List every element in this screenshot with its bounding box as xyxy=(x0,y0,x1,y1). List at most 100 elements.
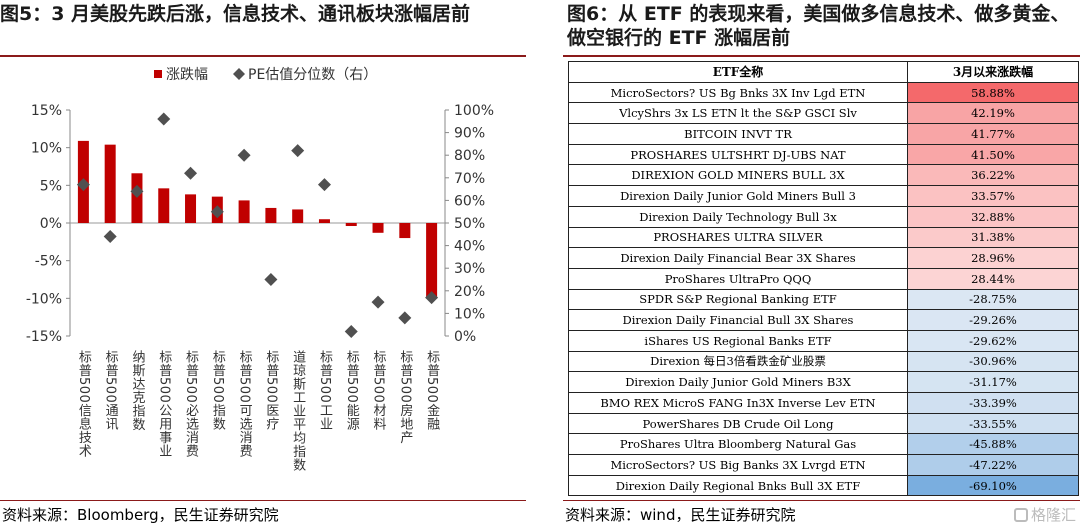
right-figure-title: 图6：从 ETF 的表现来看，美国做多信息技术、做多黄金、做空银行的 ETF 涨… xyxy=(567,3,1070,49)
etf-name-cell: PowerShares DB Crude Oil Long xyxy=(568,412,908,435)
table-row: MicroSectors? US Big Banks 3X Lvrgd ETN -… xyxy=(568,454,1079,476)
etf-name-cell: PROSHARES ULTSHRT DJ-UBS NAT xyxy=(568,143,908,166)
table-row: Direxion Daily Junior Gold Miners Bull 3… xyxy=(568,185,1079,207)
etf-change-cell: -31.17% xyxy=(907,371,1079,393)
table-row: VlcyShrs 3x LS ETN lt the S&P GSCI Slv 42… xyxy=(568,102,1079,125)
etf-name-cell: Direxion Daily Regional Bnks Bull 3X ETF xyxy=(568,474,908,497)
bar xyxy=(345,223,357,227)
left-tick-label: 10% xyxy=(31,141,62,157)
etf-name-cell: Direxion Daily Financial Bull 3X Shares xyxy=(568,309,908,331)
etf-change-cell: 58.88% xyxy=(907,81,1079,104)
right-tick-label: 60% xyxy=(454,193,485,209)
pe-marker xyxy=(210,205,224,219)
category-label: 纳斯达克指数 xyxy=(129,350,145,431)
category-label: 标普500材料 xyxy=(371,350,387,430)
etf-name-cell: ProShares Ultra Bloomberg Natural Gas xyxy=(568,433,908,456)
category-label: 标普500工业 xyxy=(317,350,333,430)
category-label: 标普500医疗 xyxy=(263,350,279,430)
right-tick-label: 50% xyxy=(454,216,485,232)
left-tick-label: -10% xyxy=(26,291,62,307)
table-row: SPDR S&P Regional Banking ETF -28.75% xyxy=(568,288,1079,311)
category-label: 标普500信息技术 xyxy=(76,350,92,457)
category-label: 标普500通讯 xyxy=(103,350,119,431)
category-label: 标普500房地产 xyxy=(397,350,413,445)
pe-marker xyxy=(317,178,331,192)
table-row: PROSHARES ULTSHRT DJ-UBS NAT 41.50% xyxy=(568,143,1079,166)
column-header-change: 3月以来涨跌幅 xyxy=(907,61,1079,83)
etf-name-cell: Direxion Daily Junior Gold Miners Bull 3 xyxy=(568,185,908,207)
right-tick-label: 80% xyxy=(454,148,485,164)
bar xyxy=(104,144,116,223)
etf-change-cell: -30.96% xyxy=(907,350,1079,373)
legend-bar-label: 涨跌幅 xyxy=(166,67,208,83)
etf-name-cell: PROSHARES ULTRA SILVER xyxy=(568,226,908,249)
bar xyxy=(426,223,438,297)
right-figure-panel: 图6：从 ETF 的表现来看，美国做多信息技术、做多黄金、做空银行的 ETF 涨… xyxy=(563,0,1080,529)
etf-change-cell: -33.55% xyxy=(907,412,1079,435)
watermark-text: 格隆汇 xyxy=(1030,506,1076,524)
etf-change-cell: 41.77% xyxy=(907,123,1079,145)
table-row: Direxion Daily Technology Bull 3x 32.88% xyxy=(568,205,1079,228)
table-row: ProShares UltraPro QQQ 28.44% xyxy=(568,267,1079,290)
category-label: 标普500必选消费 xyxy=(183,350,199,457)
category-label: 标普500可选消费 xyxy=(237,350,253,457)
column-header-etf-name: ETF全称 xyxy=(568,61,908,83)
category-label: 标普500能源 xyxy=(344,350,360,430)
etf-name-cell: ProShares UltraPro QQQ xyxy=(568,267,908,290)
table-row: Direxion Daily Regional Bnks Bull 3X ETF… xyxy=(568,474,1079,497)
legend-bar-swatch xyxy=(154,70,162,78)
etf-change-cell: 28.96% xyxy=(907,247,1079,269)
right-tick-label: 70% xyxy=(454,171,485,187)
right-source-note: 资料来源：wind，民生证券研究院 xyxy=(565,506,796,524)
etf-change-cell: 33.57% xyxy=(907,185,1079,207)
right-tick-label: 0% xyxy=(454,329,476,345)
etf-name-cell: BITCOIN INVT TR xyxy=(568,123,908,145)
watermark-logo-icon xyxy=(1013,507,1028,522)
pe-marker xyxy=(291,144,305,158)
legend-marker-label: PE估值分位数（右） xyxy=(248,67,377,83)
bar xyxy=(399,223,411,239)
etf-name-cell: MicroSectors? US Big Banks 3X Lvrgd ETN xyxy=(568,454,908,476)
pe-marker xyxy=(237,148,251,162)
right-tick-label: 100% xyxy=(454,103,494,119)
pe-marker xyxy=(184,166,198,180)
pe-marker xyxy=(103,230,117,244)
table-row: ProShares Ultra Bloomberg Natural Gas -45… xyxy=(568,433,1079,456)
etf-change-cell: -33.39% xyxy=(907,392,1079,414)
pe-marker xyxy=(371,295,385,309)
bar xyxy=(265,207,277,223)
table-row: DIREXION GOLD MINERS BULL 3X 36.22% xyxy=(568,164,1079,187)
watermark: 格隆汇 xyxy=(1013,504,1076,525)
bar xyxy=(318,219,330,223)
table-body: MicroSectors? US Bg Bnks 3X Inv Lgd ETN 5… xyxy=(568,81,1079,497)
table-row: BITCOIN INVT TR 41.77% xyxy=(568,123,1079,145)
left-tick-label: 5% xyxy=(40,178,62,194)
etf-name-cell: BMO REX MicroS FANG In3X Inverse Lev ETN xyxy=(568,392,908,414)
etf-name-cell: Direxion Daily Financial Bear 3X Shares xyxy=(568,247,908,269)
right-tick-label: 40% xyxy=(454,239,485,255)
table-row: Direxion Daily Financial Bear 3X Shares 2… xyxy=(568,247,1079,269)
left-tick-label: -15% xyxy=(26,329,62,345)
bar xyxy=(372,223,384,233)
etf-change-cell: 41.50% xyxy=(907,143,1079,166)
left-figure-title: 图5：3 月美股先跌后涨，信息技术、通讯板块涨幅居前 xyxy=(0,3,471,25)
etf-change-cell: 31.38% xyxy=(907,226,1079,249)
left-title-rule xyxy=(0,55,526,57)
etf-return-table: ETF全称 3月以来涨跌幅 MicroSectors? US Bg Bnks 3… xyxy=(568,61,1079,497)
bar xyxy=(185,194,197,223)
table-header-row: ETF全称 3月以来涨跌幅 xyxy=(568,61,1079,83)
table-row: BMO REX MicroS FANG In3X Inverse Lev ETN… xyxy=(568,392,1079,414)
pe-marker xyxy=(344,324,358,338)
bar xyxy=(238,200,250,223)
category-label: 道琼斯工业平均指数 xyxy=(290,350,306,472)
etf-name-cell: Direxion Daily Technology Bull 3x xyxy=(568,205,908,228)
etf-name-cell: iShares US Regional Banks ETF xyxy=(568,329,908,352)
etf-name-cell: Direxion 每日3倍看跌金矿业股票 xyxy=(568,350,908,373)
left-figure-panel: 图5：3 月美股先跌后涨，信息技术、通讯板块涨幅居前 -15% -10% -5% 0%… xyxy=(0,0,526,529)
etf-name-cell: SPDR S&P Regional Banking ETF xyxy=(568,288,908,311)
etf-change-cell: -29.62% xyxy=(907,329,1079,352)
etf-change-cell: 42.19% xyxy=(907,102,1079,125)
left-tick-label: 15% xyxy=(31,103,62,119)
sector-return-chart: -15% -10% -5% 0% 5% 10% 15% 0% 10% 20% 30% 40% 50% 60… xyxy=(26,67,494,472)
legend-diamond-icon xyxy=(233,68,245,80)
